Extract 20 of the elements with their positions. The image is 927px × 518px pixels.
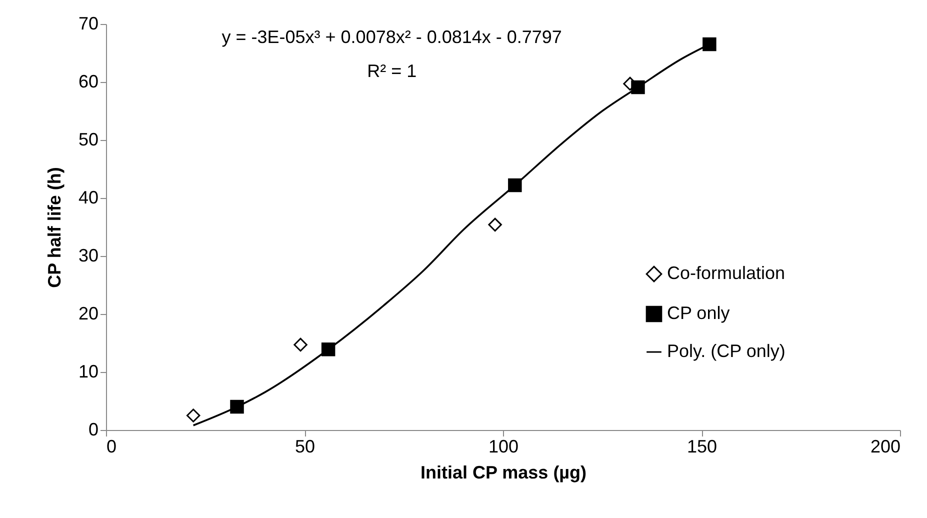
y-tick-label: 30 <box>78 246 98 266</box>
x-axis-title: Initial CP mass (µg) <box>420 462 587 482</box>
y-tick-label: 50 <box>78 130 98 150</box>
x-tick-label: 0 <box>106 436 117 456</box>
x-tick-label: 100 <box>488 436 519 456</box>
y-tick-label: 60 <box>78 72 98 92</box>
annotation: y = -3E-05x³ + 0.0078x² - 0.0814x - 0.7797 <box>222 27 562 47</box>
y-tick-label: 40 <box>78 188 98 208</box>
x-tick-label: 200 <box>870 436 900 456</box>
y-tick-label: 70 <box>78 14 98 34</box>
y-axis-title: CP half life (h) <box>44 167 64 288</box>
x-tick-label: 150 <box>686 436 718 456</box>
y-tick-label: 0 <box>88 420 98 440</box>
annotation: R² = 1 <box>367 61 417 81</box>
legend-label: CP only <box>667 303 730 323</box>
y-tick-label: 10 <box>78 362 98 382</box>
x-tick-label: 50 <box>294 436 316 456</box>
legend-label: Poly. (CP only) <box>667 341 786 361</box>
legend-label: Co-formulation <box>667 263 786 283</box>
y-tick-label: 20 <box>78 304 98 324</box>
